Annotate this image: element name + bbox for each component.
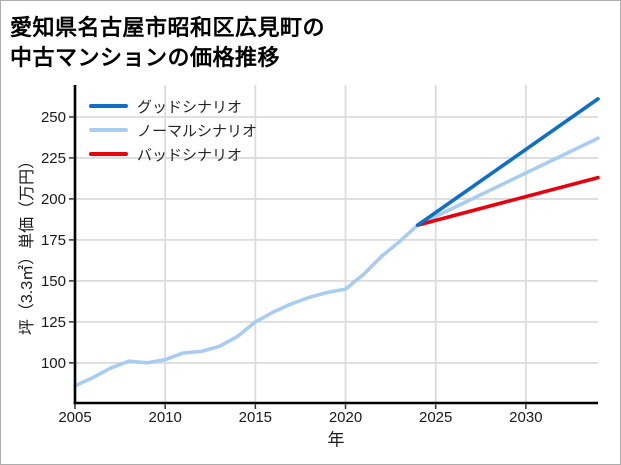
chart-title-line2: 中古マンションの価格推移 [10, 45, 281, 70]
normal-scenario-line [73, 136, 600, 388]
y-tick-label: 150 [41, 273, 66, 290]
y-tick-label: 175 [41, 232, 66, 249]
y-tick-label: 125 [41, 314, 66, 331]
x-tick-label: 2025 [419, 409, 452, 426]
legend: グッドシナリオ ノーマルシナリオ バッドシナリオ [89, 94, 257, 166]
x-tick-label: 2005 [58, 409, 91, 426]
tick-marks-and-labels: 2005 2010 2015 2020 2025 2030 100 125 150 175 200 2… [41, 109, 543, 426]
legend-item-good-scenario: グッドシナリオ [89, 94, 257, 118]
good-scenario-line [415, 97, 600, 227]
x-axis-title: 年 [327, 430, 345, 450]
x-tick-label: 2015 [239, 409, 272, 426]
bad-scenario-line [415, 175, 600, 227]
x-tick-label: 2010 [148, 409, 181, 426]
legend-item-bad-scenario: バッドシナリオ [89, 142, 257, 166]
normal-scenario-label: ノーマルシナリオ [137, 122, 258, 140]
chart-title-line1: 愛知県名古屋市昭和区広見町の [10, 15, 326, 40]
y-tick-label: 200 [41, 191, 66, 208]
series-lines [73, 97, 600, 388]
bad-scenario-label: バッドシナリオ [137, 146, 243, 164]
axis-spines [73, 85, 598, 405]
good-scenario-label: グッドシナリオ [137, 98, 243, 116]
y-axis-title: 坪（3.3㎡）単価（万円） [19, 152, 36, 336]
x-tick-label: 2030 [509, 409, 542, 426]
x-tick-label: 2020 [329, 409, 362, 426]
gridlines [75, 85, 598, 403]
legend-item-normal-scenario: ノーマルシナリオ [89, 118, 257, 142]
y-tick-label: 225 [41, 150, 66, 167]
normal-scenario-line-swatch [89, 128, 128, 132]
bad-scenario-line-swatch [89, 152, 128, 156]
chart-title: 愛知県名古屋市昭和区広見町の 中古マンションの価格推移 [10, 13, 325, 73]
y-tick-label: 100 [41, 355, 66, 372]
y-tick-label: 250 [41, 109, 66, 126]
good-scenario-line-swatch [89, 104, 128, 108]
